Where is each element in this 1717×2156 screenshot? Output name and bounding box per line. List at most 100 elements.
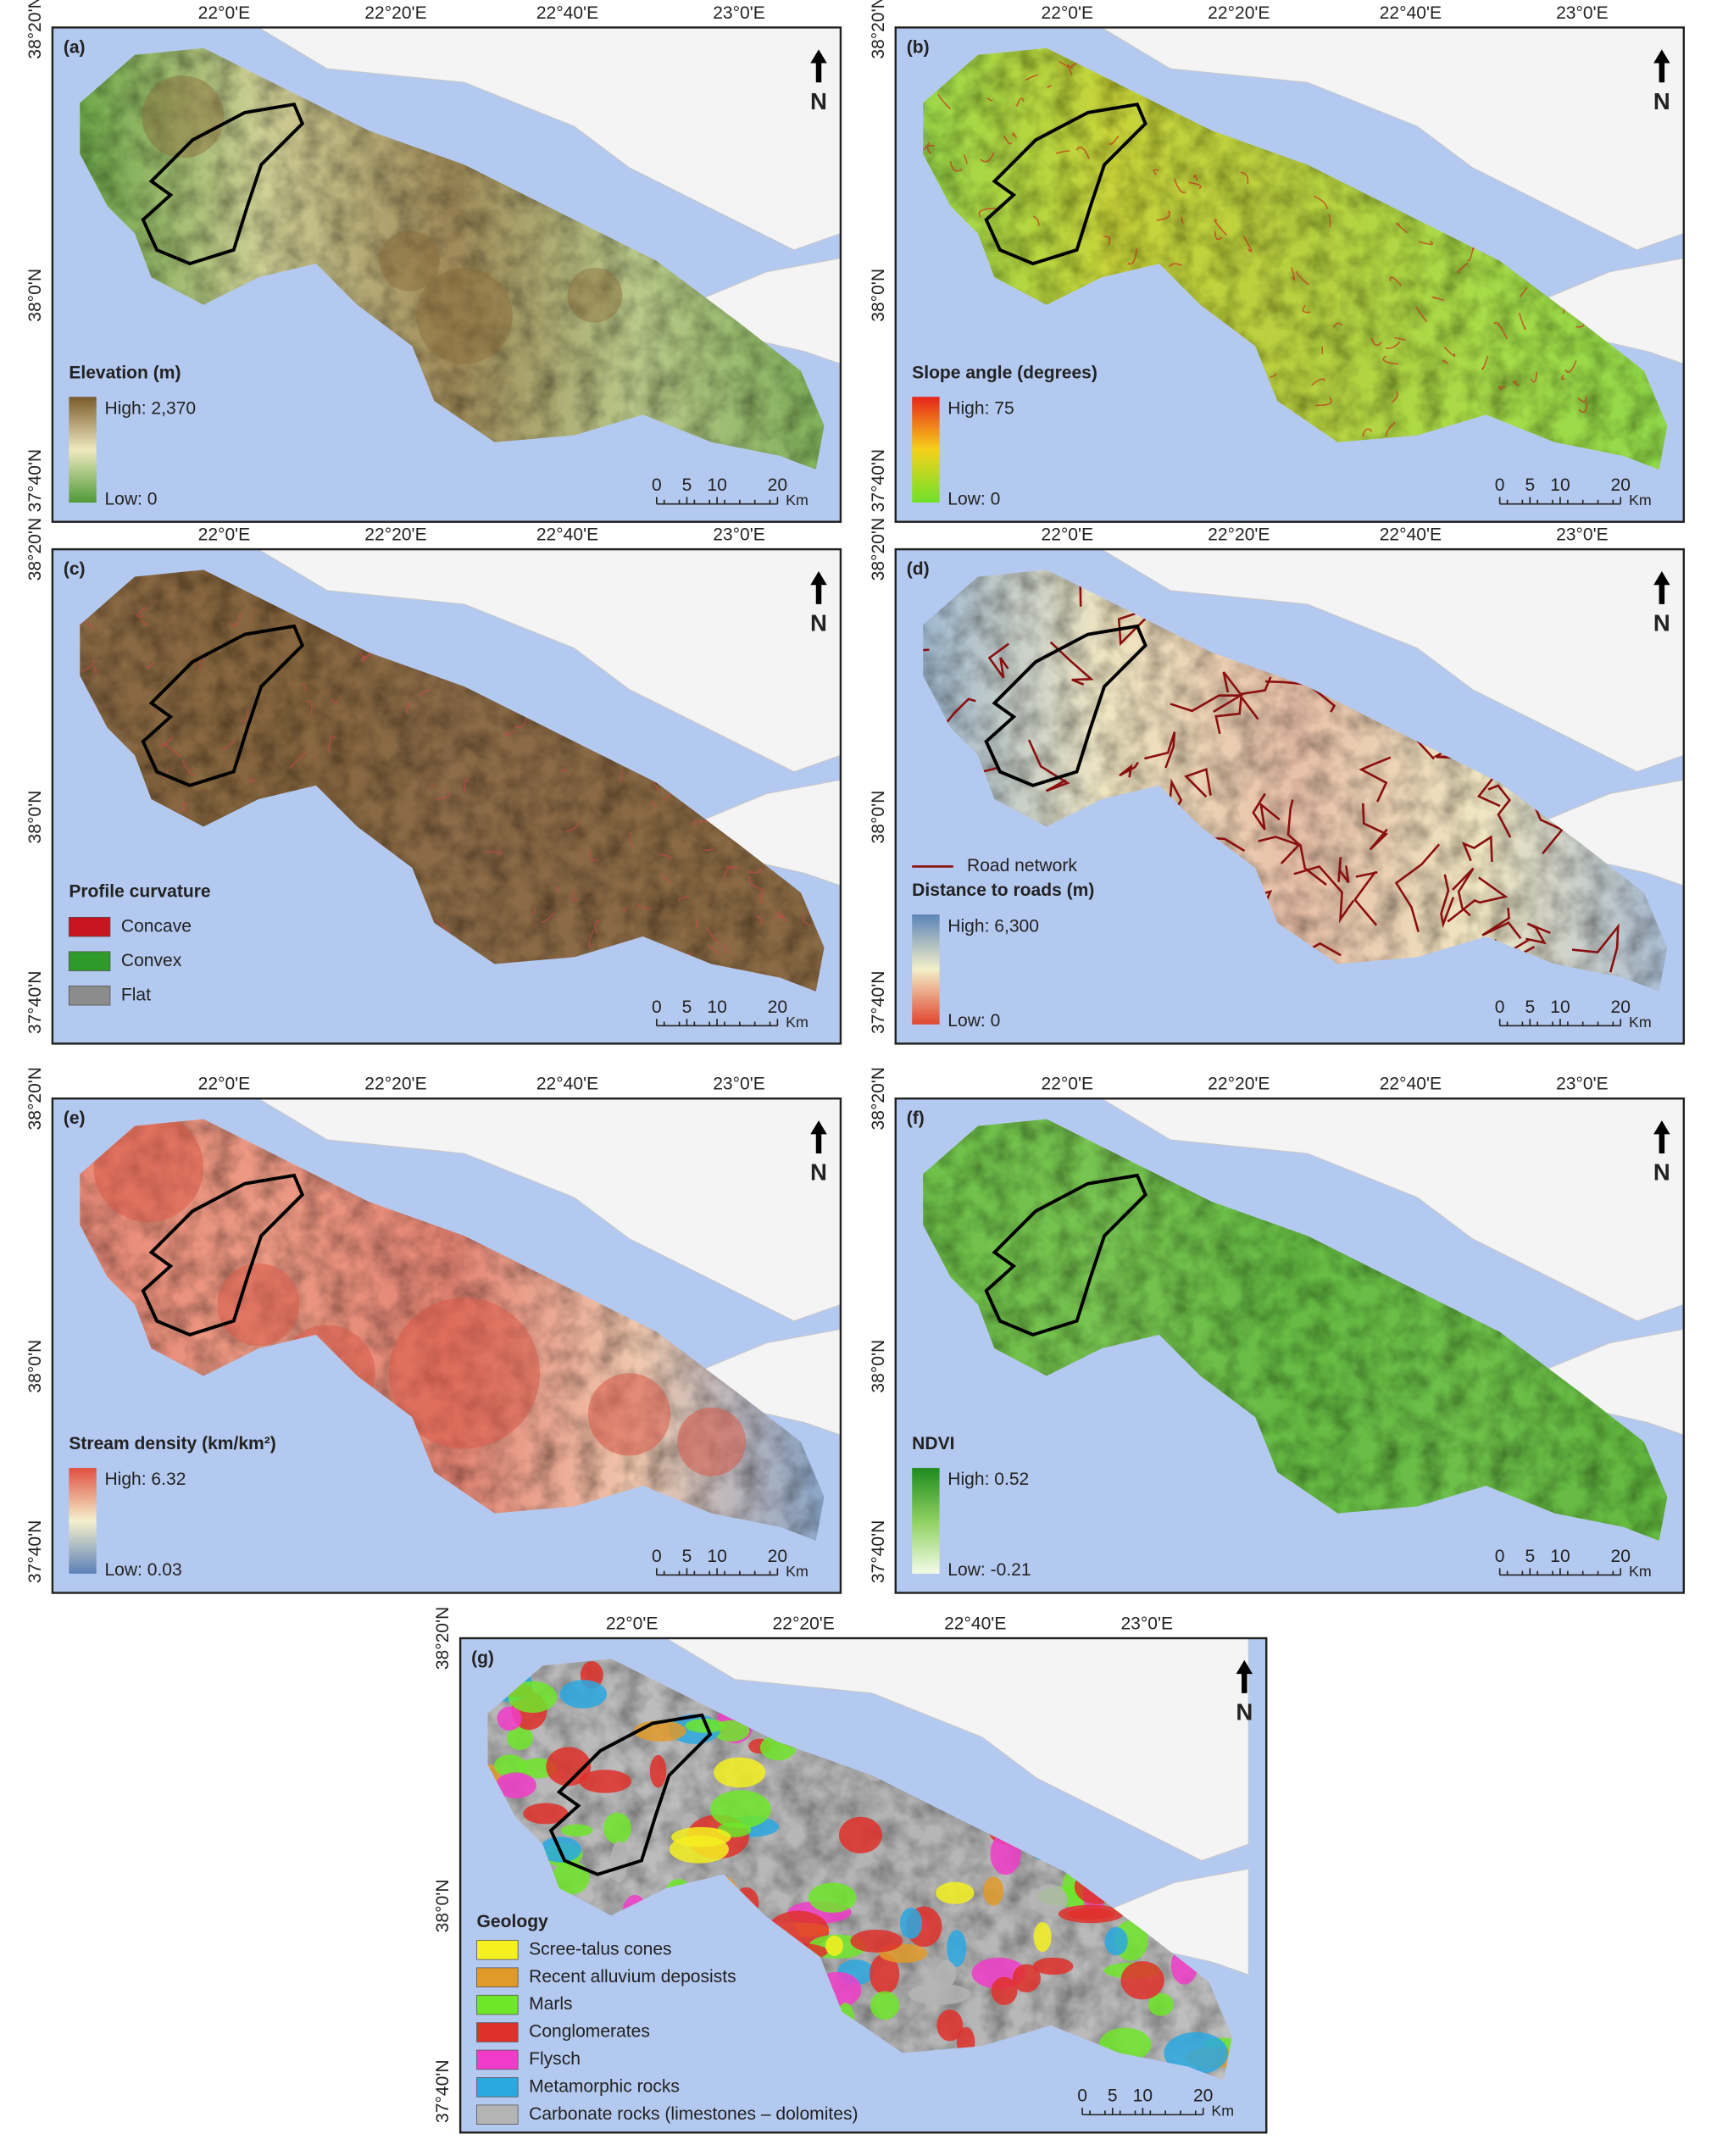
latitude-label: 38°20'N [25,1067,45,1130]
longitude-label: 22°0'E [198,1075,251,1094]
scale-tick-label: 0 [1495,475,1505,495]
longitude-label: 22°20'E [773,1614,835,1633]
geology-unit [850,1930,903,1953]
scale-tick-label: 10 [707,1547,726,1566]
north-label: N [810,1159,827,1186]
legend-ramp [912,914,939,1025]
latitude-label: 38°20'N [869,1067,888,1130]
legend-swatch [69,917,110,936]
longitude-label: 23°0'E [1120,1614,1173,1633]
north-label: N [1653,610,1670,636]
north-label: N [810,88,827,114]
legend-item: Concave [121,916,192,936]
geology-unit [839,1817,882,1853]
legend-low: Low: 0.03 [104,1560,181,1580]
scale-tick-label: 10 [1550,997,1570,1017]
legend-title: NDVI [912,1434,954,1453]
longitude-label: 22°40'E [536,3,598,23]
legend-high: High: 2,370 [104,398,196,418]
longitude-label: 22°20'E [364,3,426,23]
longitude-label: 22°20'E [364,525,426,544]
legend-low: Low: 0 [104,489,157,508]
latitude-label: 38°0'N [25,791,45,844]
longitude-label: 22°20'E [364,1075,426,1094]
density [677,1408,746,1476]
scale-tick-label: 10 [1550,475,1570,495]
legend-high: High: 6.32 [104,1470,186,1489]
longitude-label: 22°0'E [1041,3,1093,23]
scale-unit: Km [786,1563,808,1580]
scale-tick-label: 10 [707,997,726,1017]
geology-unit [870,1992,899,2020]
geology-unit [808,1882,857,1912]
north-label: N [810,610,827,636]
scale-tick-label: 20 [768,475,787,495]
geology-unit [908,1983,970,2004]
map-panel: (e) 22°0'E 22°20'E 22°40'E 23°0'E 38°20'N 38°0… [25,1067,841,1593]
legend-ramp [912,1468,939,1574]
legend-title: Geology [477,1912,548,1931]
legend-ramp [912,397,939,503]
panel-label: (a) [64,37,86,57]
legend-title: Stream density (km/km²) [69,1434,275,1453]
latitude-label: 38°20'N [25,0,45,59]
geology-unit [1033,1958,1074,1975]
geology-unit [610,1841,627,1882]
longitude-label: 22°40'E [1380,3,1442,23]
panel-label: (c) [64,559,86,579]
relief [142,75,224,158]
longitude-label: 22°40'E [536,525,598,544]
longitude-label: 22°40'E [536,1075,598,1094]
latitude-label: 38°20'N [869,0,888,59]
panel-label: (d) [907,559,930,579]
density [588,1373,670,1455]
longitude-label: 22°0'E [1041,525,1093,544]
legend-item: Metamorphic rocks [529,2076,680,2096]
geology-unit [935,1960,956,1987]
geology-unit [497,1707,522,1731]
north-label: N [1653,1159,1670,1186]
geology-unit [1121,1961,1164,1999]
longitude-label: 23°0'E [713,1075,765,1094]
geology-unit [825,1936,843,1956]
longitude-label: 22°40'E [944,1614,1006,1633]
scale-tick-label: 5 [1108,2087,1118,2106]
longitude-label: 22°20'E [1208,1075,1270,1094]
scale-tick-label: 20 [1611,997,1631,1017]
scale-unit: Km [786,1014,808,1031]
scale-tick-label: 0 [1077,2087,1087,2106]
longitude-label: 23°0'E [713,525,765,544]
legend-swatch [477,2105,519,2125]
north-label: N [1236,1698,1253,1725]
latitude-label: 38°0'N [869,791,888,844]
relief [380,231,440,291]
density [217,1264,299,1346]
legend-swatch [477,1968,519,1987]
latitude-label: 38°0'N [869,1340,888,1393]
geology-unit [900,1908,922,1939]
scale-unit: Km [1629,1014,1652,1031]
latitude-label: 37°40'N [25,1520,45,1583]
north-label: N [1653,88,1670,114]
legend-swatch [477,1995,519,2014]
panel-label: (e) [64,1109,86,1128]
legend-title: Elevation (m) [69,363,181,382]
legend-item: Carbonate rocks (limestones – dolomites) [529,2104,858,2124]
latitude-label: 38°0'N [25,1340,45,1393]
legend-low: Low: 0 [947,489,1000,508]
latitude-label: 37°40'N [869,1520,888,1583]
scale-tick-label: 5 [682,475,692,495]
latitude-label: 37°40'N [25,971,45,1034]
scale-tick-label: 5 [1525,1547,1535,1566]
longitude-label: 22°40'E [1380,1075,1442,1094]
latitude-label: 37°40'N [869,971,888,1034]
legend-swatch [477,2078,519,2098]
longitude-label: 23°0'E [1556,3,1609,23]
geology-unit [983,1876,1003,1905]
legend-swatch [69,986,110,1005]
legend-item: Convex [121,951,182,970]
